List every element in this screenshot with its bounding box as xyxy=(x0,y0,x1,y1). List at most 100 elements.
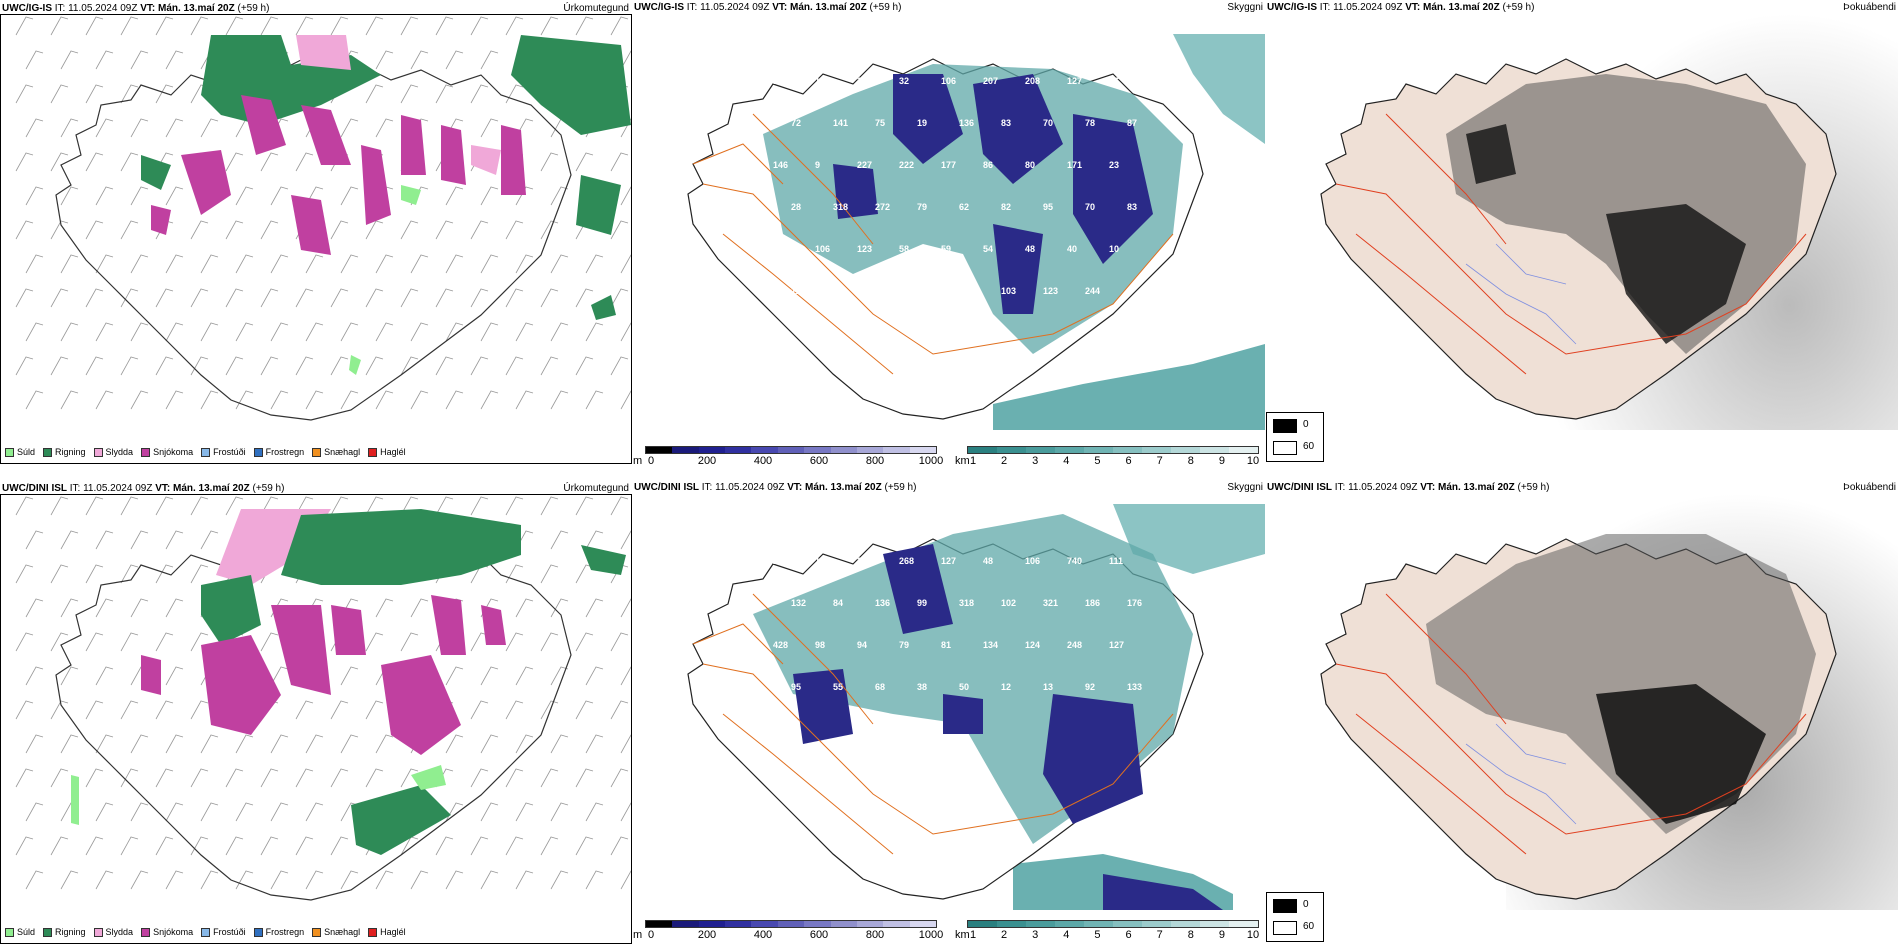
wind-barb xyxy=(85,632,104,652)
fog-index-map xyxy=(1320,494,1898,910)
wind-barb xyxy=(375,734,394,754)
colorbar-tick: 4 xyxy=(1063,929,1070,941)
wind-barb xyxy=(50,836,69,856)
model-name: UWC/DINI ISL xyxy=(2,483,67,494)
legend-swatch xyxy=(5,927,14,937)
vis-label: 117 xyxy=(791,286,806,296)
wind-barb xyxy=(585,254,604,274)
vis-label: 268 xyxy=(899,556,914,566)
wind-barb xyxy=(15,288,34,308)
wind-barb xyxy=(610,152,629,172)
panel-title: Skyggni xyxy=(1227,482,1263,493)
colorbar-tick: 400 xyxy=(753,929,773,941)
colorbar-step xyxy=(1142,921,1171,927)
wind-barb xyxy=(155,700,174,720)
vis-label: 58 xyxy=(899,244,909,254)
wind-barb xyxy=(470,836,489,856)
colorbar-tick: 2 xyxy=(1001,455,1008,467)
init-time: IT: 11.05.2024 09Z xyxy=(686,2,770,13)
fog-sea-area xyxy=(993,344,1265,430)
wind-barb xyxy=(270,390,289,410)
wind-barb xyxy=(620,870,631,890)
legend-label: Rigning xyxy=(55,447,86,457)
wind-barb xyxy=(130,802,149,822)
wind-barb xyxy=(130,390,149,410)
vis-label: 102 xyxy=(1001,598,1016,608)
wind-barb xyxy=(620,598,631,618)
sleet-areas xyxy=(296,35,501,175)
precip-type-map xyxy=(15,16,631,421)
wind-barb xyxy=(445,734,464,754)
wind-barb xyxy=(120,836,139,856)
colorbar-step xyxy=(698,447,726,453)
colorbar-step xyxy=(1055,921,1084,927)
panel-header: UWC/IG-IS IT: 11.05.2024 09Z VT: Mán. 13… xyxy=(633,1,1265,15)
wind-barb xyxy=(130,870,149,890)
wind-barb xyxy=(410,50,429,70)
wind-barb xyxy=(400,16,419,36)
vis-label: 248 xyxy=(1067,640,1082,650)
wind-barb xyxy=(445,666,464,686)
colorbar-unit: m xyxy=(633,929,643,941)
wind-barb xyxy=(85,152,104,172)
wind-barb xyxy=(305,254,324,274)
model-name: UWC/IG-IS xyxy=(634,2,684,13)
wind-barb xyxy=(130,322,149,342)
vis-label: 110 xyxy=(917,286,932,296)
wind-barb xyxy=(435,496,454,516)
panel-header: UWC/IG-IS IT: 11.05.2024 09Z VT: Mán. 13… xyxy=(1266,1,1898,15)
wind-barb xyxy=(190,16,209,36)
wind-barb xyxy=(445,802,464,822)
colorbar-step xyxy=(909,921,936,927)
wind-barb xyxy=(25,666,44,686)
low-vis-area xyxy=(943,694,983,734)
wind-barb xyxy=(60,870,79,890)
vis-label: 10 xyxy=(1109,244,1119,254)
wind-barb xyxy=(50,768,69,788)
wind-barb xyxy=(130,118,149,138)
wind-barb xyxy=(165,186,184,206)
roads xyxy=(692,593,1174,855)
low-vis-area xyxy=(893,74,963,164)
wind-barb xyxy=(15,768,34,788)
legend-item: Súld xyxy=(5,447,35,457)
valid-time: Mán. 13.maí 20Z xyxy=(790,2,867,13)
wind-barb xyxy=(575,356,594,376)
wind-barb xyxy=(480,666,499,686)
wind-barb xyxy=(155,16,174,36)
wind-barb xyxy=(50,700,69,720)
wind-barb xyxy=(515,598,534,618)
colorbar-step xyxy=(751,921,778,927)
init-time: IT: 11.05.2024 09Z xyxy=(69,483,153,494)
wind-barb xyxy=(130,254,149,274)
wind-barb xyxy=(120,700,139,720)
wind-barb xyxy=(330,356,349,376)
wind-barb xyxy=(550,254,569,274)
colorbar-step xyxy=(1200,447,1229,453)
legend-item: Frostregn xyxy=(253,927,304,937)
colorbar-tick: 600 xyxy=(809,929,829,941)
wind-barb xyxy=(445,186,464,206)
vis-label: 79 xyxy=(899,640,909,650)
vis-label: 208 xyxy=(1025,76,1040,86)
wind-barb xyxy=(235,322,254,342)
vis-label: 16 xyxy=(1109,76,1119,86)
wind-barb xyxy=(540,288,559,308)
wind-barb xyxy=(365,84,384,104)
vis-value-labels: 275 140 290 268 127 48 106 740 111 132 84 136 99 318 1… xyxy=(773,556,1142,692)
legend-swatch xyxy=(312,927,322,937)
low-vis-area xyxy=(793,669,853,744)
wind-barb xyxy=(120,564,139,584)
legend-item: Snæhagl xyxy=(312,927,360,937)
wind-barb xyxy=(305,322,324,342)
wind-barb xyxy=(375,118,394,138)
wind-barb xyxy=(340,390,359,410)
vt-label: VT: xyxy=(155,483,171,494)
roads xyxy=(692,113,1174,375)
wind-barb xyxy=(130,186,149,206)
lead-time: (+59 h) xyxy=(1502,2,1535,13)
legend-swatch xyxy=(93,927,103,937)
panel-title: Úrkomutegund xyxy=(563,3,629,14)
wind-barb xyxy=(585,598,604,618)
wind-barb xyxy=(550,530,569,550)
